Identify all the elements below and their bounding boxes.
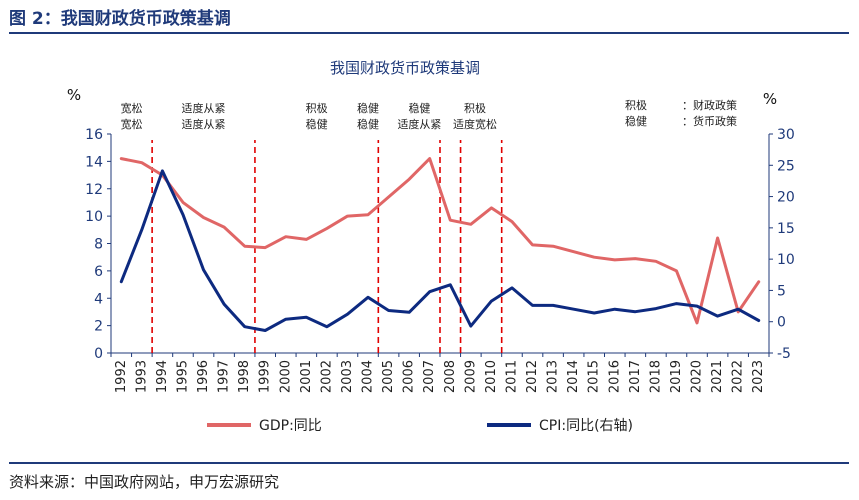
x-tick-label: 2009 [463,360,478,393]
x-tick-label: 1992 [114,360,129,393]
right-tick-label: 5 [777,283,786,299]
x-tick-label: 2022 [731,360,746,393]
legend-label: GDP:同比 [259,418,322,434]
x-tick-label: 1996 [196,360,211,393]
policy-key-term: 积极 [625,98,647,112]
x-tick-label: 2020 [690,360,705,393]
left-tick-label: 16 [85,127,103,143]
right-tick-label: -5 [777,346,791,362]
x-tick-label: 2010 [484,360,499,393]
right-tick-label: 25 [777,158,795,174]
left-tick-label: 2 [94,319,103,335]
gdp-series-line [119,157,761,325]
right-axis-unit: % [763,90,777,108]
policy-annotation: 稳健 [408,101,430,115]
policy-annotation: 稳健 [306,117,328,131]
x-tick-label: 2012 [525,360,540,393]
chart-title: 我国财政货币政策基调 [330,59,480,77]
x-tick-label: 2017 [628,360,643,393]
right-tick-label: 15 [777,221,795,237]
x-tick-label: 2014 [566,360,581,393]
x-tick-label: 2008 [443,360,458,393]
x-tick-label: 2005 [381,360,396,393]
x-tick-label: 2002 [319,360,334,393]
x-tick-label: 2003 [340,360,355,393]
x-tick-label: 2015 [587,360,602,393]
x-tick-label: 1999 [258,360,273,393]
left-tick-label: 6 [94,264,103,280]
policy-key-term: 稳健 [625,114,647,128]
x-tick-label: 1998 [237,360,252,393]
policy-annotation: 宽松 [121,101,143,115]
left-tick-label: 0 [94,346,103,362]
left-tick-label: 14 [85,154,103,170]
right-tick-label: 20 [777,190,795,206]
policy-annotation: 积极 [306,101,328,115]
right-tick-label: 0 [777,315,786,331]
policy-annotation: 宽松 [121,117,143,131]
policy-annotation: 稳健 [357,101,379,115]
top-rule [9,32,849,34]
policy-key-meaning: ：财政政策 [682,98,737,112]
left-tick-label: 4 [94,291,103,307]
policy-annotation: 适度从紧 [182,101,226,115]
x-tick-label: 1993 [134,360,149,393]
x-tick-label: 2011 [504,360,519,393]
policy-key-meaning: ：货币政策 [682,114,737,128]
x-tick-label: 2006 [402,360,417,393]
x-tick-label: 2007 [422,360,437,393]
bottom-rule [9,462,849,464]
x-tick-label: 2019 [669,360,684,393]
x-tick-label: 1994 [155,360,170,393]
policy-annotation: 稳健 [357,117,379,131]
x-tick-label: 2016 [607,360,622,393]
figure-title: 图 2：我国财政货币政策基调 [9,9,231,29]
left-tick-label: 10 [85,209,103,225]
left-axis-unit: % [67,86,81,104]
x-tick-label: 2004 [361,360,376,393]
x-tick-label: 1995 [175,360,190,393]
policy-annotation: 适度从紧 [397,117,441,131]
x-tick-label: 2018 [648,360,663,393]
policy-annotation: 积极 [464,101,486,115]
left-tick-label: 12 [85,182,103,198]
x-tick-label: 1997 [217,360,232,393]
left-tick-label: 8 [94,237,103,253]
x-tick-label: 2000 [278,360,293,393]
right-tick-label: 30 [777,127,795,143]
source-note: 资料来源：中国政府网站，申万宏源研究 [9,473,280,491]
x-tick-label: 2021 [710,360,725,393]
x-tick-label: 2013 [546,360,561,393]
cpi-series-line [119,169,761,332]
policy-annotation: 适度从紧 [182,117,226,131]
x-tick-label: 2023 [751,360,766,393]
legend-label: CPI:同比(右轴) [539,418,633,434]
right-tick-label: 10 [777,252,795,268]
x-tick-label: 2001 [299,360,314,393]
policy-annotation: 适度宽松 [453,117,497,131]
